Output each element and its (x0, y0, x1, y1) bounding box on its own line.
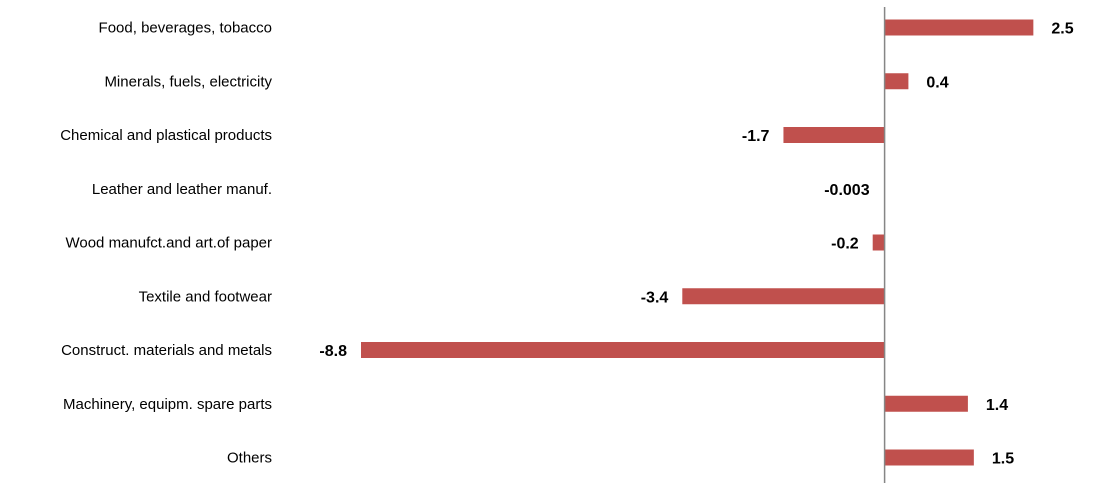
bar (361, 342, 885, 358)
bar (872, 234, 885, 251)
data-label: -0.003 (824, 182, 869, 199)
value-labels: 2.5 0.4 -1.7 -0.003 -0.2 -3.4 -8.8 1.4 1.5 (319, 21, 1073, 468)
data-label: 0.4 (926, 74, 948, 91)
data-label: 2.5 (1051, 21, 1073, 38)
category-label: Food, beverages, tobacco (99, 20, 272, 37)
bar (884, 395, 968, 412)
bar (884, 449, 974, 466)
category-label: Leather and leather manuf. (92, 181, 272, 198)
data-label: -3.4 (641, 289, 669, 306)
category-label: Textile and footwear (139, 288, 272, 305)
data-label: -8.8 (319, 343, 347, 360)
category-label: Construct. materials and metals (61, 342, 272, 359)
category-label: Machinery, equipm. spare parts (63, 396, 272, 413)
category-label: Wood manufct.and art.of paper (65, 235, 272, 252)
category-label: Chemical and plastical products (60, 127, 272, 144)
data-label: -1.7 (742, 128, 770, 145)
category-label: Minerals, fuels, electricity (104, 73, 272, 90)
data-label: 1.5 (992, 451, 1014, 468)
bars-group (361, 19, 1034, 466)
data-label: 1.4 (986, 397, 1008, 414)
data-label: -0.2 (831, 236, 859, 253)
category-labels: Food, beverages, tobacco Minerals, fuels,… (60, 20, 272, 467)
bar (884, 73, 909, 90)
bar (682, 288, 885, 305)
bar (884, 19, 1034, 36)
bar (783, 127, 885, 143)
category-label: Others (227, 450, 272, 467)
